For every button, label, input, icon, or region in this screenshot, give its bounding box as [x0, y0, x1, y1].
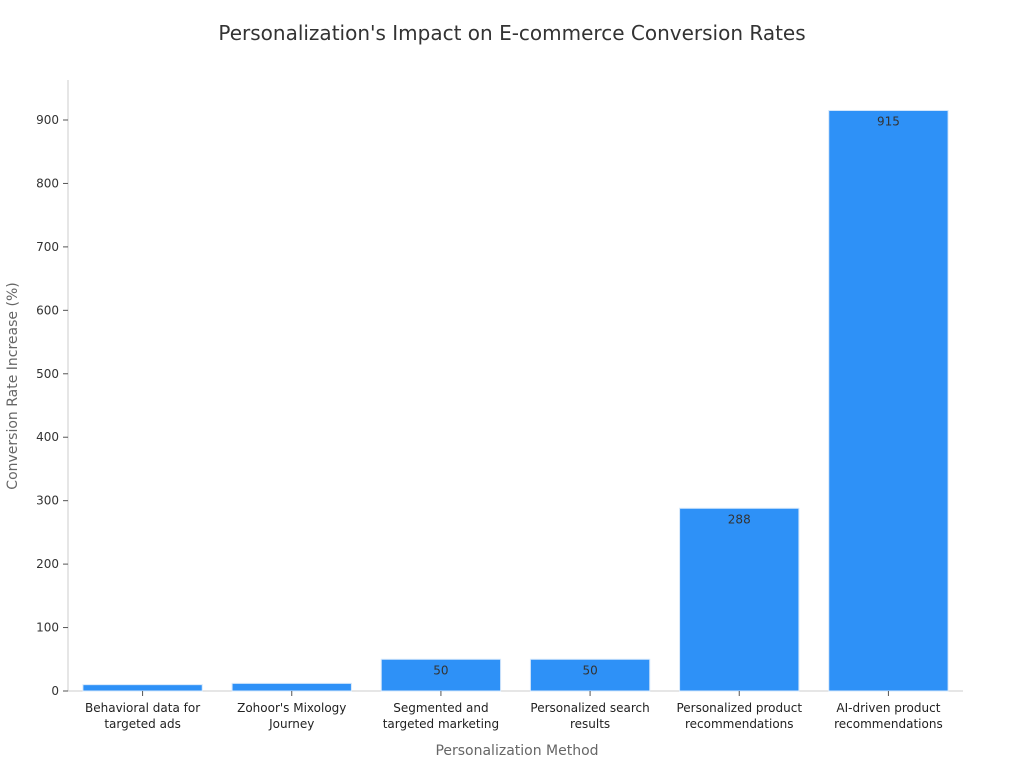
x-tick-label: recommendations	[834, 717, 943, 731]
y-tick-label: 700	[36, 240, 59, 254]
y-tick-label: 300	[36, 494, 59, 508]
y-tick-label: 100	[36, 621, 59, 635]
x-tick-label: Journey	[268, 717, 314, 731]
x-tick-label: Personalized product	[676, 701, 802, 715]
x-tick-label: Behavioral data for	[85, 701, 200, 715]
x-tick-label: Personalized search	[530, 701, 649, 715]
bar	[82, 684, 203, 692]
x-tick-label: targeted ads	[104, 717, 181, 731]
x-tick-label: Segmented and	[393, 701, 488, 715]
y-tick-label: 900	[36, 113, 59, 127]
bar	[828, 109, 949, 692]
x-axis-label: Personalization Method	[435, 743, 598, 759]
y-tick-label: 800	[36, 176, 59, 190]
x-tick-label: Zohoor's Mixology	[237, 701, 346, 715]
data-label: 50	[582, 663, 597, 677]
data-label: 915	[877, 114, 900, 128]
x-tick-label: recommendations	[685, 717, 794, 731]
x-tick-label: AI-driven product	[836, 701, 940, 715]
bar	[380, 658, 502, 692]
y-tick-label: 400	[36, 430, 59, 444]
bar	[529, 658, 651, 692]
x-tick-label: targeted marketing	[383, 717, 499, 731]
y-tick-label: 600	[36, 303, 59, 317]
x-tick-label: results	[570, 717, 610, 731]
data-label: 288	[728, 512, 751, 526]
y-axis-label: Conversion Rate Increase (%)	[5, 282, 21, 489]
data-label: 50	[433, 663, 448, 677]
y-tick-label: 500	[36, 367, 59, 381]
bar	[231, 682, 352, 692]
chart-title: Personalization's Impact on E-commerce C…	[218, 21, 805, 45]
y-tick-label: 0	[51, 684, 59, 698]
bar	[679, 507, 800, 692]
y-tick-label: 200	[36, 557, 59, 571]
